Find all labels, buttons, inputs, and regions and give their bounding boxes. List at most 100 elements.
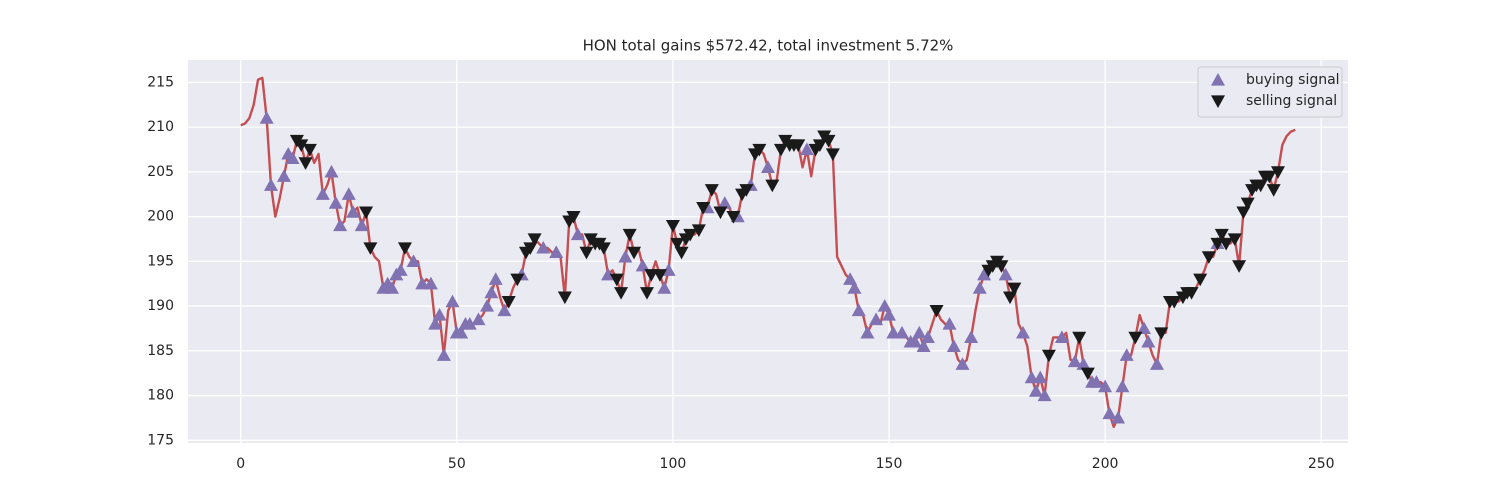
signal-marker bbox=[639, 287, 654, 300]
signal-marker bbox=[825, 148, 840, 161]
signal-marker bbox=[1067, 354, 1082, 368]
signal-marker bbox=[276, 169, 291, 182]
signal-marker bbox=[912, 325, 927, 339]
signal-marker bbox=[480, 299, 495, 312]
x-tick-label: 50 bbox=[448, 456, 466, 472]
signal-marker bbox=[717, 196, 732, 209]
signal-marker bbox=[869, 312, 884, 326]
signal-marker bbox=[601, 267, 616, 281]
y-tick-label: 190 bbox=[147, 298, 174, 314]
signal-marker bbox=[359, 206, 374, 220]
signal-marker bbox=[1253, 179, 1268, 193]
signal-marker bbox=[791, 139, 806, 153]
signal-marker bbox=[657, 281, 672, 294]
legend-label: selling signal bbox=[1246, 93, 1337, 109]
signal-marker bbox=[1240, 197, 1255, 211]
signal-marker bbox=[1266, 184, 1281, 197]
chart-title: HON total gains $572.42, total investmen… bbox=[583, 37, 954, 55]
signal-marker bbox=[1076, 357, 1091, 370]
signal-marker bbox=[484, 285, 499, 299]
y-tick-label: 200 bbox=[147, 209, 174, 225]
signal-marker bbox=[1236, 206, 1251, 220]
signal-marker bbox=[752, 143, 767, 157]
y-tick-label: 195 bbox=[147, 253, 174, 269]
signal-marker bbox=[1003, 291, 1018, 305]
signal-marker bbox=[652, 269, 667, 282]
signal-marker bbox=[393, 263, 408, 276]
signal-marker bbox=[510, 273, 525, 287]
plot-area bbox=[188, 60, 1348, 443]
signal-marker bbox=[1015, 325, 1030, 339]
signal-marker bbox=[406, 254, 421, 267]
y-tick-label: 185 bbox=[147, 343, 174, 359]
signal-marker bbox=[670, 237, 685, 251]
signal-marker bbox=[557, 291, 572, 305]
signal-marker bbox=[298, 157, 313, 170]
x-tick-label: 250 bbox=[1308, 456, 1335, 472]
signal-marker bbox=[488, 272, 503, 285]
signal-marker bbox=[821, 134, 836, 148]
signal-marker bbox=[423, 276, 438, 290]
signal-marker bbox=[454, 325, 469, 339]
signal-marker bbox=[920, 330, 935, 344]
signal-marker bbox=[428, 316, 443, 330]
signal-marker bbox=[635, 258, 650, 272]
legend-label: buying signal bbox=[1246, 72, 1340, 88]
signal-marker bbox=[907, 334, 922, 348]
signal-marker bbox=[259, 111, 274, 124]
signal-marker bbox=[977, 267, 992, 281]
signal-marker bbox=[294, 139, 309, 153]
signal-marker bbox=[882, 308, 897, 321]
signal-marker bbox=[445, 294, 460, 308]
signal-marker bbox=[1227, 233, 1242, 246]
signal-marker bbox=[1037, 388, 1052, 402]
signal-marker bbox=[566, 211, 581, 224]
signal-marker bbox=[1167, 296, 1182, 309]
signal-marker bbox=[726, 211, 741, 224]
signal-marker bbox=[1270, 166, 1285, 179]
signal-marker bbox=[501, 296, 516, 309]
signal-marker bbox=[1033, 370, 1048, 384]
signal-marker bbox=[1262, 170, 1277, 184]
signal-marker bbox=[627, 246, 642, 260]
signal-marker bbox=[462, 316, 477, 330]
signal-marker bbox=[683, 228, 698, 242]
signal-marker bbox=[1149, 357, 1164, 370]
signal-marker bbox=[942, 316, 957, 330]
signal-marker bbox=[285, 151, 300, 165]
signal-marker bbox=[812, 139, 827, 153]
signal-marker bbox=[346, 205, 361, 218]
signal-marker bbox=[384, 281, 399, 294]
signal-marker bbox=[1137, 321, 1152, 335]
signal-marker bbox=[570, 227, 585, 241]
signal-marker bbox=[397, 242, 412, 255]
signal-marker bbox=[696, 202, 711, 215]
grid bbox=[188, 60, 1348, 443]
signal-marker bbox=[1201, 251, 1216, 264]
signal-marker bbox=[579, 246, 594, 260]
signal-marker bbox=[860, 325, 875, 339]
x-tick-label: 200 bbox=[1092, 456, 1119, 472]
signal-marker bbox=[1072, 331, 1087, 345]
signal-marker bbox=[713, 206, 728, 220]
signal-marker bbox=[739, 184, 754, 197]
signal-marker bbox=[324, 164, 339, 178]
signal-marker bbox=[1232, 260, 1247, 273]
y-tick-label: 205 bbox=[147, 164, 174, 180]
signal-marker bbox=[916, 339, 931, 352]
y-tick-label: 175 bbox=[147, 432, 174, 448]
signal-marker bbox=[964, 330, 979, 344]
signal-marker bbox=[432, 308, 447, 321]
signal-marker bbox=[354, 218, 369, 232]
signal-marker bbox=[328, 196, 343, 209]
signal-marker bbox=[691, 224, 706, 238]
signal-marker bbox=[436, 348, 451, 361]
signal-marker bbox=[877, 299, 892, 312]
signal-marker bbox=[363, 242, 378, 255]
signal-marker bbox=[341, 187, 356, 200]
signal-marker bbox=[1154, 327, 1169, 340]
signal-marker bbox=[972, 281, 987, 294]
signal-marker bbox=[315, 187, 330, 200]
